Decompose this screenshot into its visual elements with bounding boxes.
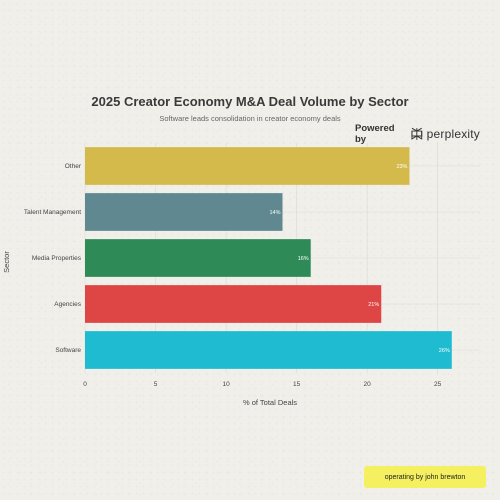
chart-subtitle: Software leads consolidation in creator … [159,114,341,123]
x-tick-label: 20 [364,381,372,388]
bar-media-properties [85,239,311,277]
category-label: Agencies [54,301,81,308]
bar-value-label: 23% [396,164,407,170]
x-tick-label: 0 [83,381,87,388]
chart-title: 2025 Creator Economy M&A Deal Volume by … [91,94,409,109]
powered-by-badge: Powered by perplexity [355,123,480,145]
bar-value-label: 26% [439,348,450,354]
powered-by-label: Powered by [355,123,395,145]
x-tick-label: 5 [154,381,158,388]
bar-talent-management [85,193,283,231]
bar-value-label: 14% [269,210,280,216]
footer-badge: operating by john brewton [364,466,486,488]
category-label: Talent Management [24,209,81,216]
category-label: Media Properties [32,255,82,262]
chart-x-ticks: 0 5 10 15 20 25 [83,381,441,388]
footer-text: operating by john brewton [384,473,466,481]
category-label: Software [55,347,81,354]
category-label: Other [65,163,82,170]
bar-agencies [85,285,382,323]
y-axis-label: Sector [2,251,11,273]
x-tick-label: 25 [434,381,442,388]
chart-category-labels: Other Talent Management Media Properties Ag… [24,163,82,354]
x-axis-label: % of Total Deals [243,398,297,407]
x-tick-label: 15 [293,381,301,388]
bar-value-label: 16% [298,256,309,262]
bar-software [85,331,452,369]
bar-value-label: 21% [368,302,379,308]
x-tick-label: 10 [222,381,230,388]
perplexity-brand-label: perplexity [426,127,480,141]
perplexity-logo-icon [411,127,423,140]
bar-other [85,147,410,185]
chart-bars: 23% 14% 16% 21% 26% [85,147,452,369]
